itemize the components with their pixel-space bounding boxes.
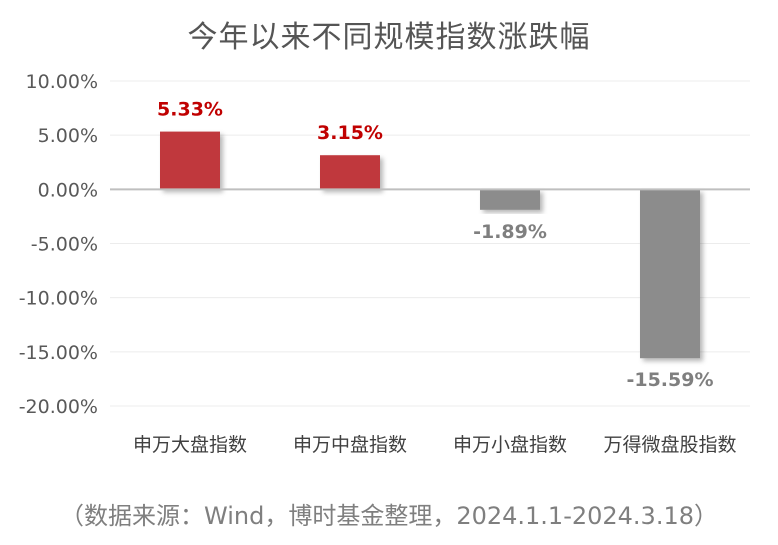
chart-title: 今年以来不同规模指数涨跌幅	[187, 20, 591, 55]
y-tick-label: 0.00%	[38, 179, 98, 201]
source-note: （数据来源：Wind，博时基金整理，2024.1.1-2024.3.18）	[60, 502, 718, 530]
x-category-label: 申万大盘指数	[133, 434, 247, 456]
bar-1	[160, 131, 220, 190]
x-category-label: 申万小盘指数	[453, 434, 567, 456]
y-axis-ticks: 10.00% 5.00% 0.00% -5.00% -10.00% -15.00% -20.…	[19, 71, 98, 418]
bar-4	[640, 189, 700, 359]
y-tick-label: 5.00%	[38, 125, 98, 147]
x-category-label: 申万中盘指数	[293, 434, 407, 456]
data-label: 3.15%	[317, 122, 383, 144]
data-label: 5.33%	[157, 99, 223, 121]
data-label: -1.89%	[473, 221, 547, 243]
y-tick-label: -10.00%	[19, 288, 98, 310]
y-tick-label: -5.00%	[31, 234, 98, 256]
data-labels: 5.33% 3.15% -1.89% -15.59%	[157, 99, 713, 392]
y-tick-label: -20.00%	[19, 396, 98, 418]
bar-3	[480, 189, 540, 210]
data-label: -15.59%	[626, 369, 713, 391]
bars	[160, 131, 700, 359]
y-tick-label: 10.00%	[26, 71, 98, 93]
x-category-label: 万得微盘股指数	[603, 434, 736, 456]
x-axis-categories: 申万大盘指数 申万中盘指数 申万小盘指数 万得微盘股指数	[133, 434, 737, 456]
bar-2	[320, 155, 380, 190]
y-tick-label: -15.00%	[19, 342, 98, 364]
